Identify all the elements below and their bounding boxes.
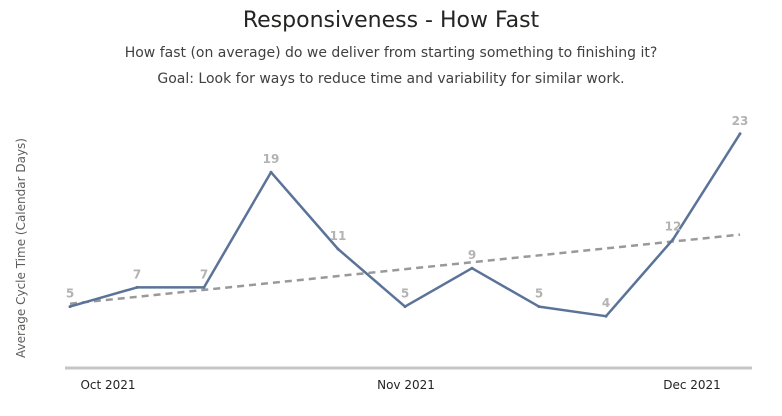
data-point[interactable] (68, 305, 72, 309)
x-tick-oct-2021: Oct 2021 (80, 378, 135, 392)
chart-subtitle-line-2: Goal: Look for ways to reduce time and v… (157, 71, 625, 87)
data-label: 19 (263, 152, 280, 166)
data-point[interactable] (738, 132, 742, 136)
data-point[interactable] (269, 170, 273, 174)
trend-line (69, 233, 741, 305)
data-label: 12 (665, 219, 682, 233)
data-point[interactable] (470, 266, 474, 270)
data-point[interactable] (336, 247, 340, 251)
data-point[interactable] (604, 314, 608, 318)
data-point[interactable] (537, 305, 541, 309)
data-point[interactable] (403, 305, 407, 309)
data-label: 7 (133, 267, 141, 281)
data-label: 9 (468, 248, 476, 262)
data-point[interactable] (671, 237, 675, 241)
data-label: 11 (330, 229, 347, 243)
x-tick-nov-2021: Nov 2021 (377, 378, 435, 392)
data-label: 5 (66, 287, 74, 301)
data-point[interactable] (135, 285, 139, 289)
chart-title: Responsiveness - How Fast (242, 8, 540, 33)
data-label: 7 (200, 267, 208, 281)
data-label: 5 (535, 287, 543, 301)
y-axis-label: Average Cycle Time (Calendar Days) (14, 138, 28, 358)
data-point[interactable] (202, 285, 206, 289)
data-label: 4 (602, 296, 610, 310)
x-tick-dec-2021: Dec 2021 (663, 378, 721, 392)
data-label: 5 (401, 287, 409, 301)
chart-subtitle-line-1: How fast (on average) do we deliver from… (124, 45, 658, 61)
data-label: 23 (732, 114, 749, 128)
